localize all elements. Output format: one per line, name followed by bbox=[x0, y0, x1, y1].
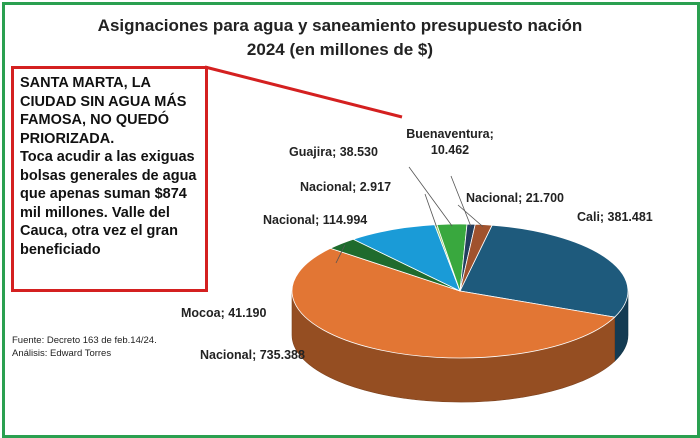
callout-body: Toca acudir a las exiguas bolsas general… bbox=[20, 149, 197, 258]
data-label-nacional-3: Nacional; 114.994 bbox=[263, 213, 367, 227]
data-label-buenaventura-6: Buenaventura; 10.462 bbox=[406, 127, 494, 157]
leader-line-guajira-5 bbox=[408, 166, 453, 227]
callout-box: SANTA MARTA, LA CIUDAD SIN AGUA MÁS FAMO… bbox=[11, 66, 208, 292]
source-note: Fuente: Decreto 163 de feb.14/24. Anális… bbox=[12, 334, 157, 360]
data-label-mocoa-2: Mocoa; 41.190 bbox=[181, 306, 267, 320]
data-label-nacional-4: Nacional; 2.917 bbox=[300, 180, 391, 194]
pie-slice-cali-0 bbox=[459, 224, 629, 318]
leader-line-mocoa-2 bbox=[335, 244, 346, 264]
source-line-1: Fuente: Decreto 163 de feb.14/24. bbox=[12, 335, 157, 346]
callout-headline: SANTA MARTA, LA CIUDAD SIN AGUA MÁS FAMO… bbox=[20, 75, 187, 147]
pie-labels: Cali; 381.481 Nacional; 735.388 Mocoa; 41.… bbox=[181, 127, 653, 362]
pie-slice-nacional-1 bbox=[291, 247, 616, 359]
data-label-nacional-7: Nacional; 21.700 bbox=[466, 191, 564, 205]
pie-slices bbox=[291, 223, 629, 359]
pie-slice-nacional-3 bbox=[352, 224, 461, 292]
data-label-nacional-1: Nacional; 735.388 bbox=[200, 348, 305, 362]
data-label-cali-0: Cali; 381.481 bbox=[577, 210, 653, 224]
leader-line-nacional-4 bbox=[424, 193, 437, 227]
chart-title-line-2: 2024 (en millones de $) bbox=[246, 40, 434, 59]
leader-line-buenaventura-6 bbox=[450, 175, 472, 227]
chart-title-line-1: Asignaciones para agua y saneamiento pre… bbox=[97, 16, 583, 35]
data-label-guajira-5: Guajira; 38.530 bbox=[289, 145, 378, 159]
chart-title: Asignaciones para agua y saneamiento pre… bbox=[60, 14, 620, 62]
pie-leader-lines bbox=[335, 166, 484, 264]
leader-line-nacional-7 bbox=[457, 204, 484, 227]
pie-slice-nacional-7 bbox=[459, 223, 493, 292]
source-line-2: Análisis: Edward Torres bbox=[12, 348, 112, 359]
callout-pointer-line bbox=[204, 65, 403, 119]
